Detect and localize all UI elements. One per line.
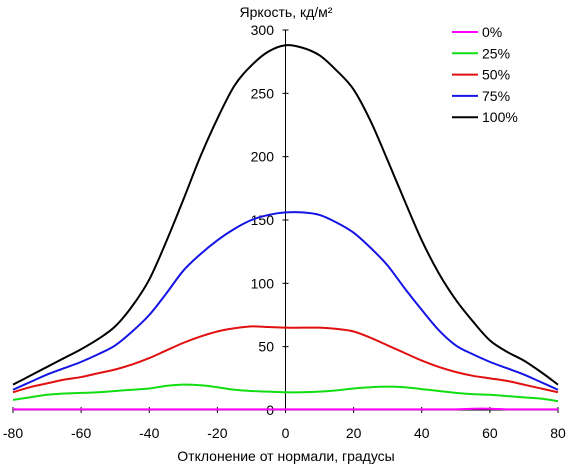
legend-label-1: 25%	[482, 45, 510, 61]
x-tick-label: 0	[282, 425, 290, 441]
series-line-50-percent	[12, 325, 559, 394]
x-tick-label: 20	[346, 425, 362, 441]
x-tick-label: -80	[3, 425, 23, 441]
x-tick-label: -60	[71, 425, 91, 441]
y-tick-label: 100	[251, 275, 275, 291]
legend-label-3: 75%	[482, 88, 510, 104]
x-tick-label: 40	[414, 425, 430, 441]
x-tick-label: -40	[139, 425, 159, 441]
y-tick-label: 250	[251, 85, 275, 101]
series-line-0-percent	[12, 407, 558, 411]
series-line-100-percent	[12, 44, 559, 386]
x-tick-label: 60	[482, 425, 498, 441]
x-axis-title: Отклонение от нормали, градусы	[177, 448, 394, 464]
x-tick-label: 80	[550, 425, 566, 441]
legend-label-4: 100%	[482, 109, 518, 125]
y-tick-label: 300	[251, 22, 275, 38]
series-line-75-percent	[12, 211, 559, 391]
y-tick-label: 200	[251, 149, 275, 165]
legend-label-0: 0%	[482, 24, 502, 40]
legend-label-2: 50%	[482, 67, 510, 83]
series-line-25-percent	[12, 383, 559, 403]
y-tick-label: 150	[251, 212, 275, 228]
y-axis-title: Яркость, кд/м²	[240, 4, 333, 20]
x-tick-label: -20	[207, 425, 227, 441]
y-tick-label: 50	[258, 339, 274, 355]
